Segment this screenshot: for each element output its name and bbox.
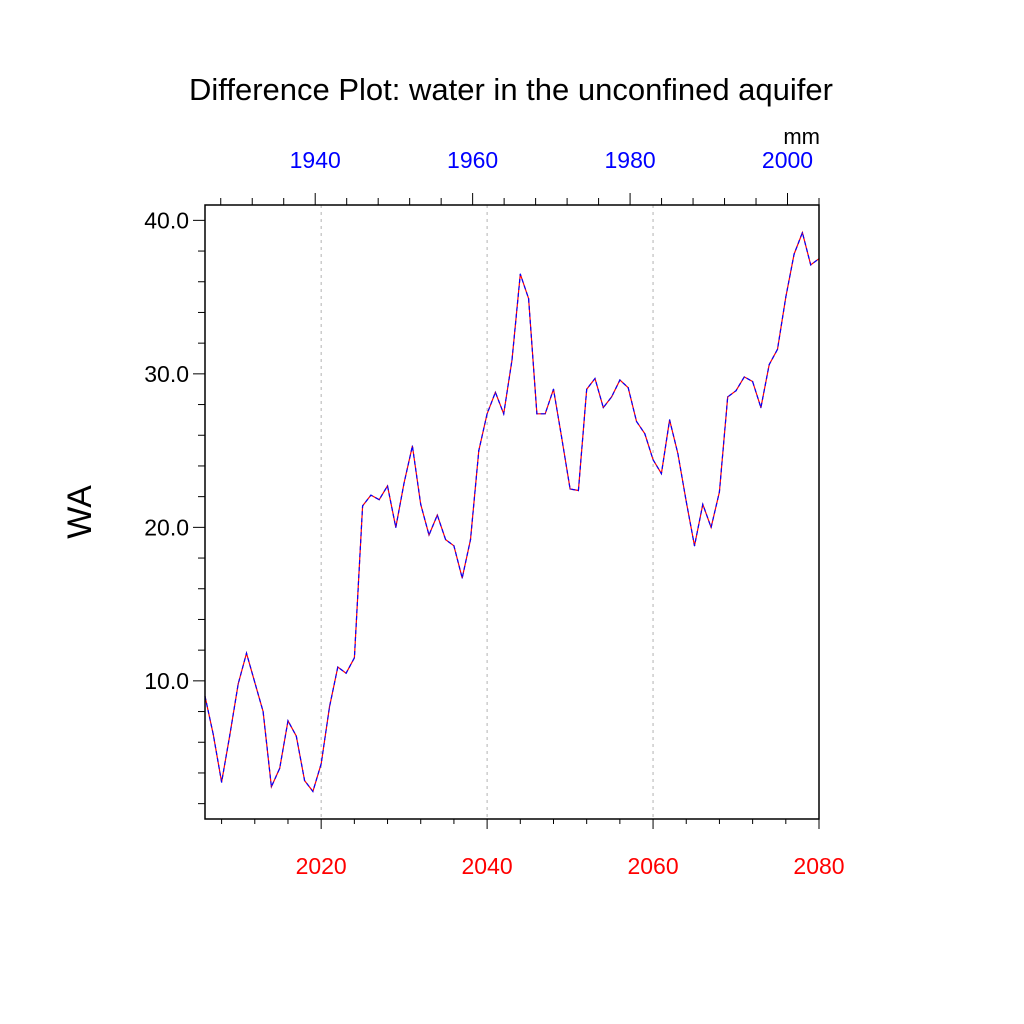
y-tick-label: 40.0 <box>144 207 189 233</box>
data-point <box>685 500 687 502</box>
series-line-blue <box>204 230 820 793</box>
data-point <box>386 485 389 487</box>
y-tick-label: 20.0 <box>144 514 189 540</box>
data-point <box>262 710 264 713</box>
data-point <box>395 526 397 528</box>
data-point <box>445 539 447 541</box>
data-point <box>353 657 355 659</box>
data-point <box>254 681 256 683</box>
data-point <box>328 706 331 708</box>
data-point <box>345 672 347 674</box>
data-point <box>586 388 588 390</box>
data-point <box>279 767 281 769</box>
data-point <box>378 499 380 501</box>
data-point <box>527 298 530 300</box>
data-point <box>536 413 538 415</box>
data-point <box>494 391 497 393</box>
data-point <box>486 413 488 415</box>
units-label: mm <box>783 124 820 149</box>
x-top-tick-label: 1960 <box>447 147 498 173</box>
data-point <box>569 488 571 490</box>
data-point <box>627 387 629 389</box>
data-point <box>810 264 812 266</box>
tick-labels: 10.0 20.0 30.0 40.0 2020 2040 2060 2080 1940 1960… <box>144 147 844 879</box>
data-point <box>503 413 505 415</box>
data-point <box>669 419 671 421</box>
data-point <box>411 445 414 447</box>
data-point <box>428 534 430 536</box>
data-point <box>768 364 770 366</box>
data-point <box>403 482 405 484</box>
x-bottom-tick-label: 2040 <box>462 853 513 879</box>
data-point <box>229 733 231 736</box>
series-line-red <box>204 230 820 793</box>
data-point <box>370 494 372 496</box>
data-point <box>735 390 737 392</box>
data-point <box>220 781 223 783</box>
data-point <box>619 379 621 381</box>
data-point <box>337 666 339 668</box>
data-point <box>469 539 472 541</box>
data-point <box>577 489 579 492</box>
data-point <box>362 505 364 507</box>
x-top-tick-label: 2000 <box>762 147 813 173</box>
data-point <box>660 473 662 475</box>
y-tick-label: 30.0 <box>144 361 189 387</box>
data-point <box>320 763 322 765</box>
data-point <box>312 790 314 792</box>
data-lines <box>204 230 820 793</box>
data-point <box>461 577 463 579</box>
gridlines <box>320 205 654 819</box>
data-point <box>544 413 546 415</box>
x-top-tick-label: 1980 <box>604 147 655 173</box>
data-point <box>303 780 306 782</box>
data-point <box>602 407 604 409</box>
data-point <box>561 437 563 439</box>
chart-title: Difference Plot: water in the unconfined… <box>189 72 833 107</box>
data-point <box>453 545 455 547</box>
data-point <box>511 359 513 361</box>
y-tick-label: 10.0 <box>144 668 189 694</box>
axis-ticks <box>193 193 820 829</box>
data-point <box>702 503 704 505</box>
data-point <box>743 376 745 378</box>
data-point <box>270 786 272 788</box>
data-point <box>793 253 795 255</box>
y-axis-title: WA <box>61 485 99 539</box>
data-point <box>420 503 422 505</box>
data-point <box>237 683 239 685</box>
data-point <box>752 380 754 383</box>
data-point <box>594 377 596 380</box>
data-point <box>718 491 721 493</box>
data-point <box>727 396 729 398</box>
data-point <box>610 396 613 398</box>
data-point <box>635 420 638 423</box>
data-point <box>552 388 555 390</box>
data-point <box>212 733 214 736</box>
data-point <box>245 652 248 654</box>
plot-frame <box>204 204 820 820</box>
data-point <box>287 720 289 722</box>
data-point <box>801 232 804 234</box>
data-point <box>776 348 779 350</box>
data-point <box>295 735 297 737</box>
data-point <box>478 450 480 452</box>
data-point <box>519 273 521 275</box>
x-bottom-tick-label: 2020 <box>296 853 347 879</box>
data-point <box>677 453 679 455</box>
data-point <box>436 514 438 516</box>
data-point <box>644 433 646 435</box>
x-bottom-tick-label: 2080 <box>793 853 844 879</box>
data-point <box>652 459 654 461</box>
x-top-tick-label: 1940 <box>290 147 341 173</box>
x-bottom-tick-label: 2060 <box>627 853 678 879</box>
data-point <box>760 407 762 409</box>
data-point <box>785 296 787 298</box>
data-point <box>693 545 696 547</box>
data-point <box>710 526 712 528</box>
